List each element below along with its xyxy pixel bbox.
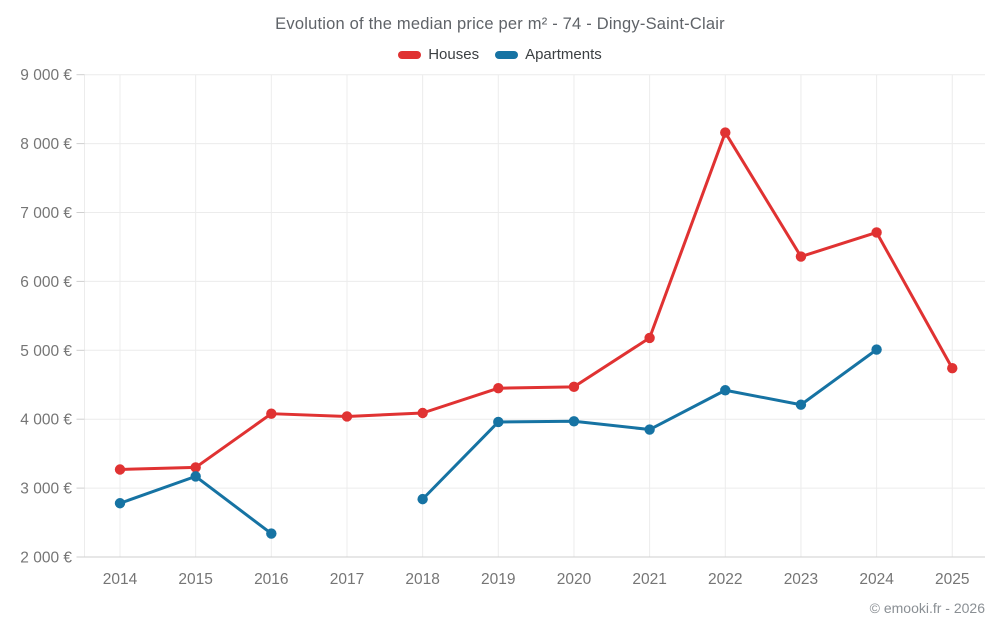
data-point-apartments-2023 (795, 399, 807, 410)
data-point-apartments-2018 (417, 493, 428, 505)
data-point-apartments-2021 (644, 424, 655, 435)
x-axis-tick-label: 2025 (935, 571, 969, 588)
data-point-apartments-2020 (568, 416, 580, 427)
x-axis-tick-label: 2020 (557, 571, 592, 588)
x-axis-tick-label: 2022 (708, 571, 742, 588)
x-axis-tick-label: 2014 (103, 571, 138, 588)
x-axis-tick-label: 2016 (254, 571, 288, 588)
data-point-apartments-2019 (493, 416, 504, 428)
y-axis-tick-label: 7 000 € (20, 205, 72, 222)
data-point-houses-2023 (795, 251, 807, 262)
legend-item-apartments[interactable]: Apartments (495, 46, 602, 63)
data-point-houses-2024 (871, 227, 882, 238)
x-axis-tick-label: 2017 (330, 571, 364, 588)
line-houses (118, 131, 954, 471)
chart-legend: Houses Apartments (0, 46, 1000, 63)
y-axis-tick-label: 8 000 € (20, 136, 72, 153)
data-point-houses-2014 (114, 464, 126, 475)
copyright-text: © emooki.fr - 2026 (869, 600, 985, 616)
data-point-houses-2017 (341, 411, 353, 422)
chart-title: Evolution of the median price per m² - 7… (275, 15, 725, 33)
data-point-houses-2021 (644, 332, 655, 344)
legend-label-apartments: Apartments (525, 46, 602, 63)
data-point-apartments-2016 (266, 528, 277, 539)
data-point-houses-2022 (720, 127, 731, 138)
y-axis-tick-label: 4 000 € (20, 412, 72, 429)
x-axis-tick-label: 2019 (481, 571, 515, 588)
data-point-houses-2019 (493, 382, 504, 394)
x-axis-tick-label: 2015 (178, 571, 212, 588)
data-point-houses-2018 (417, 407, 428, 419)
y-axis-tick-label: 3 000 € (20, 481, 72, 498)
x-axis-tick-label: 2024 (859, 571, 894, 588)
y-axis-tick-label: 9 000 € (20, 67, 72, 84)
legend-marker-houses (398, 50, 422, 59)
legend-label-houses: Houses (428, 46, 480, 63)
legend-item-houses[interactable]: Houses (398, 46, 479, 63)
data-point-apartments-2015 (190, 471, 201, 482)
data-point-houses-2016 (266, 408, 277, 419)
data-point-apartments-2014 (114, 498, 126, 509)
data-point-apartments-2024 (871, 344, 882, 355)
data-point-apartments-2022 (720, 385, 731, 396)
y-axis-tick-label: 2 000 € (20, 550, 72, 567)
data-point-houses-2025 (947, 363, 958, 374)
legend-marker-apartments (495, 50, 519, 59)
data-point-houses-2020 (568, 381, 580, 393)
y-axis-tick-label: 5 000 € (20, 343, 72, 360)
x-axis-tick-label: 2021 (632, 571, 666, 588)
data-point-houses-2015 (190, 462, 201, 473)
x-axis-tick-label: 2018 (405, 571, 439, 588)
x-axis-tick-label: 2023 (784, 571, 818, 588)
y-axis-tick-label: 6 000 € (20, 274, 72, 291)
